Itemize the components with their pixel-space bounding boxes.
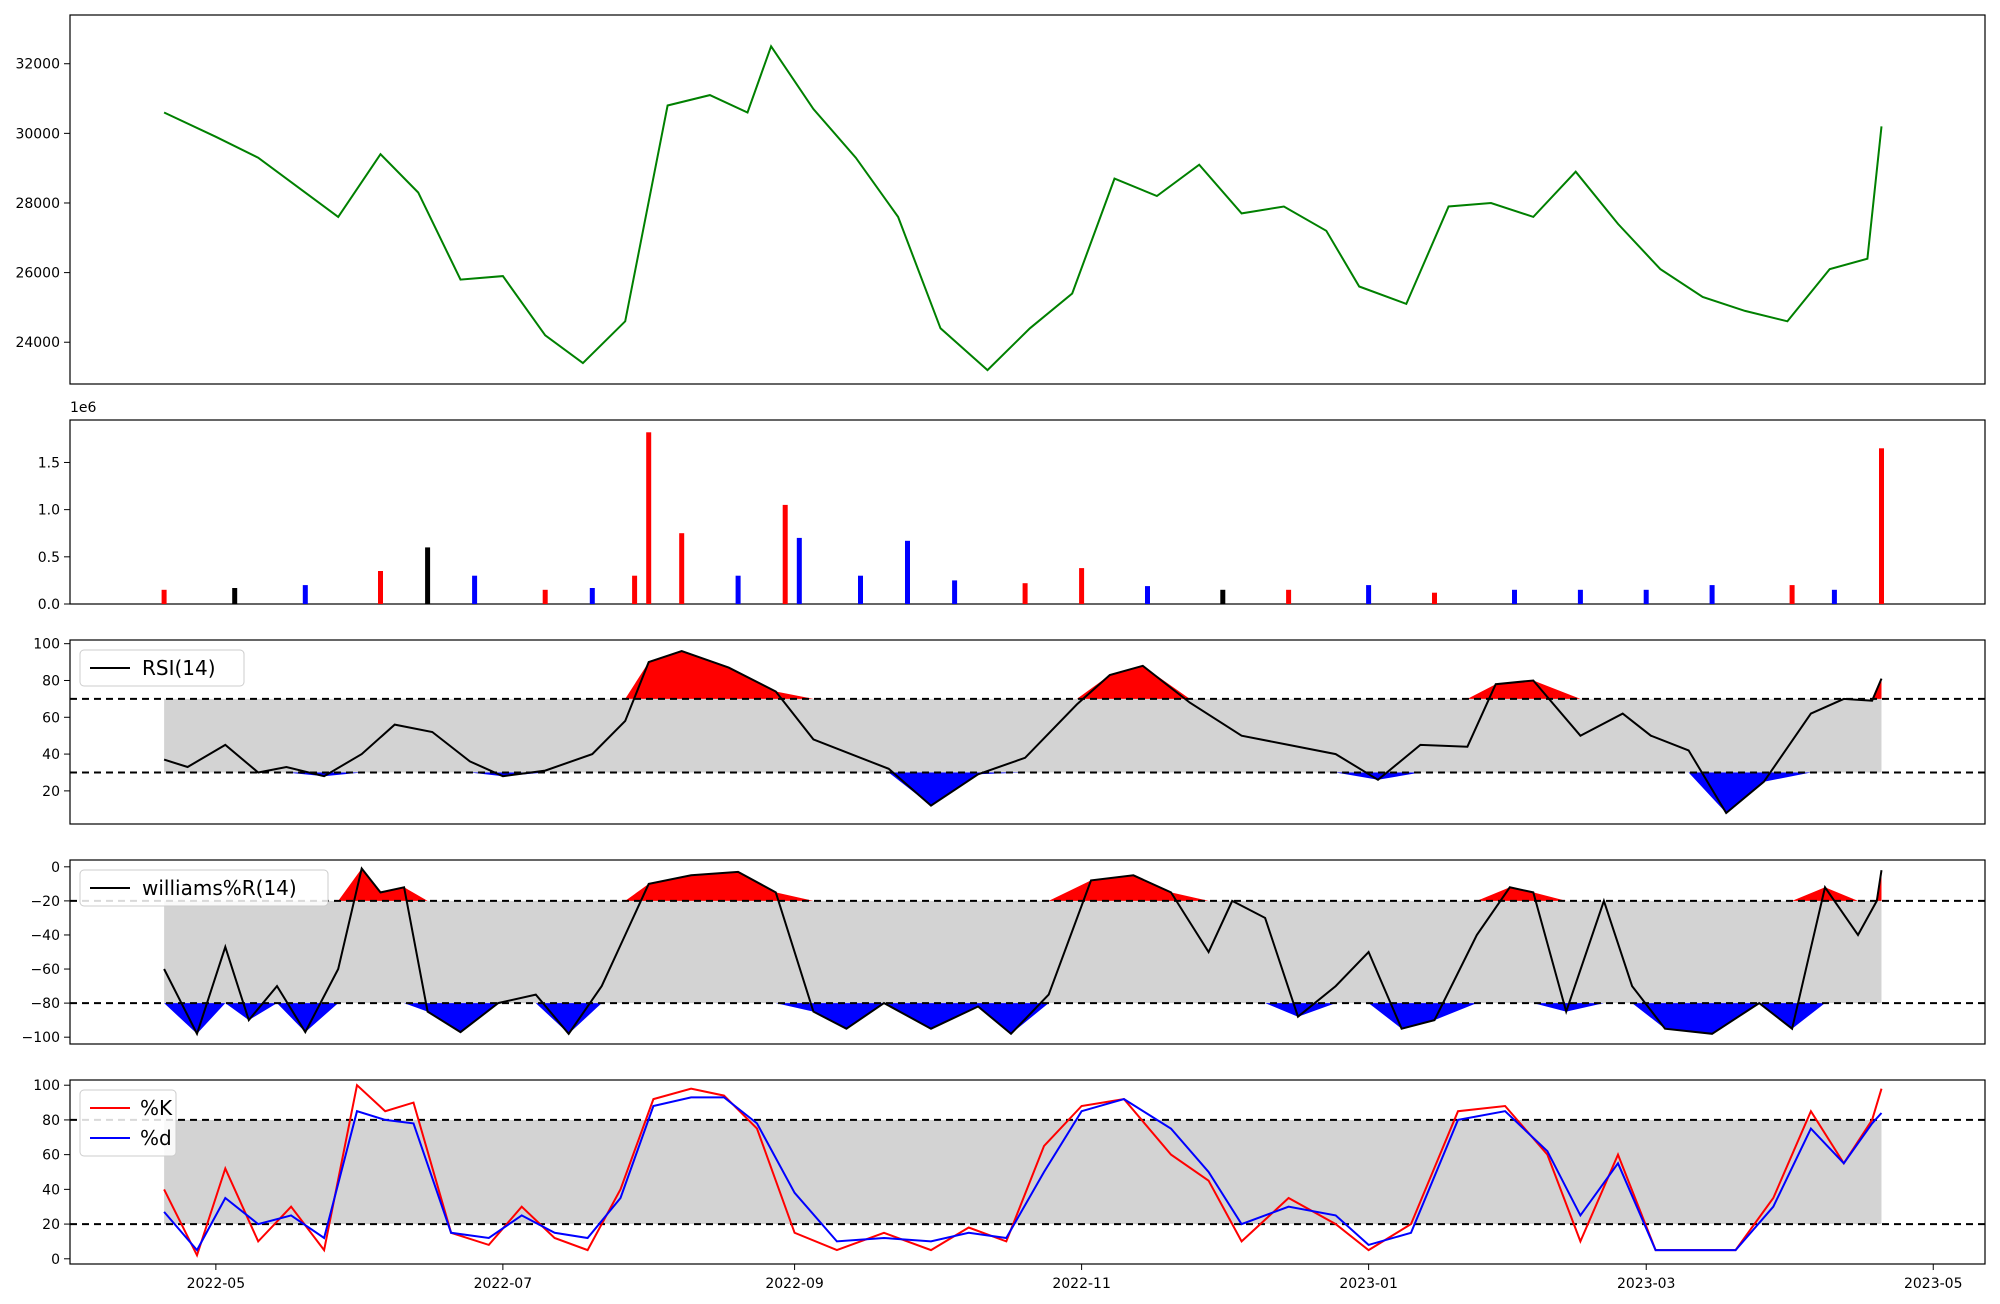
rsi-panel: 20 40 60 80 100 RSI(14) (33, 637, 1986, 825)
y-tick-label: 40 (42, 747, 60, 763)
volume-bar (1022, 583, 1028, 604)
y-tick-label: 80 (42, 673, 60, 689)
x-tick-label: 2022-07 (474, 1276, 533, 1292)
legend-label: williams%R(14) (142, 876, 297, 900)
y-tick-label: 0.0 (38, 597, 60, 613)
plot-frame (69, 639, 1986, 825)
volume-bar (302, 585, 308, 604)
volume-bar (1643, 589, 1649, 604)
y-tick-label: 1.0 (38, 503, 60, 519)
y-tick-label: −40 (30, 928, 60, 944)
y-tick-label: −80 (30, 996, 60, 1012)
stochastic-panel: 0 20 40 60 80 100 %K %d (33, 1078, 1986, 1268)
plot-frame (69, 419, 1986, 605)
legend: williams%R(14) (79, 869, 329, 907)
volume-bar (1079, 568, 1085, 604)
y-tick-label: 30000 (15, 126, 60, 142)
y-tick-label: 80 (42, 1113, 60, 1129)
volume-bar (782, 504, 788, 604)
volume-bar (1366, 585, 1372, 604)
neutral-band (164, 698, 1882, 773)
williams-panel: −100 −80 −60 −40 −20 0 williams%R(14) (22, 859, 1986, 1046)
legend-box (79, 649, 245, 687)
x-tick-label: 2022-09 (765, 1276, 824, 1292)
plot-frame (69, 14, 1986, 385)
volume-bar (952, 580, 958, 604)
volume-bar (1512, 589, 1517, 604)
y-tick-label: 0 (51, 1252, 60, 1268)
volume-bar (1432, 592, 1437, 604)
price-series-line (163, 44, 1883, 372)
x-tick-label: 2022-11 (1052, 1276, 1111, 1292)
legend: RSI(14) (79, 649, 245, 687)
plot-frame (69, 859, 1986, 1045)
volume-bar (378, 571, 383, 604)
volume-bar (1879, 448, 1884, 604)
volume-bar (796, 537, 802, 604)
date-axis: 2022-05 2022-07 2022-09 2022-11 2023-01 2023-… (187, 1264, 1963, 1292)
y-tick-label: 32000 (15, 57, 60, 73)
y-tick-label: 0 (51, 860, 60, 876)
volume-bar (1789, 585, 1795, 604)
williams-series-line (163, 866, 1883, 1037)
volume-bar (472, 575, 478, 604)
neutral-band (164, 900, 1882, 1004)
y-tick-label: 40 (42, 1182, 60, 1198)
y-tick-label: 24000 (15, 335, 60, 351)
volume-bar (1286, 589, 1292, 604)
rsi-series-line (163, 649, 1883, 815)
y-tick-label: 26000 (15, 266, 60, 282)
volume-bar (425, 547, 431, 604)
legend-box (79, 1089, 177, 1157)
volume-bar (589, 588, 595, 604)
volume-bar (858, 575, 863, 604)
volume-bar (1577, 589, 1583, 604)
volume-bar (646, 432, 652, 604)
volume-bar (1709, 585, 1715, 604)
y-tick-label: 20 (42, 1217, 60, 1233)
volume-bar (905, 540, 910, 604)
volume-panel: 0.0 0.5 1.0 1.5 1e6 (38, 400, 1986, 613)
y-tick-label: 60 (42, 1148, 60, 1164)
volume-bar (735, 575, 741, 604)
oversold-fill (164, 1003, 1882, 1034)
x-tick-label: 2023-05 (1904, 1276, 1963, 1292)
volume-bar (1145, 586, 1150, 604)
volume-bar (679, 533, 685, 604)
y-offset-label: 1e6 (70, 400, 97, 416)
volume-bar (232, 588, 238, 604)
y-tick-label: 28000 (15, 196, 60, 212)
y-tick-label: 0.5 (38, 550, 60, 566)
y-tick-label: 100 (33, 1078, 60, 1094)
x-tick-label: 2023-01 (1339, 1276, 1398, 1292)
y-tick-label: 20 (42, 784, 60, 800)
volume-bar (1220, 589, 1226, 604)
y-tick-label: −100 (22, 1030, 60, 1046)
volume-bar (542, 589, 548, 604)
plot-frame (69, 1079, 1986, 1265)
legend-label: %K (140, 1096, 173, 1120)
price-panel: 24000 26000 28000 30000 32000 (15, 14, 1986, 385)
y-tick-label: 100 (33, 637, 60, 653)
legend: %K %d (79, 1089, 177, 1157)
y-tick-label: 1.5 (38, 455, 60, 471)
volume-bar (161, 589, 167, 604)
y-tick-label: −60 (30, 962, 60, 978)
legend-label: %d (140, 1126, 172, 1150)
volume-bar (1831, 589, 1837, 604)
volume-bar (632, 575, 638, 604)
d-series-line (163, 1096, 1883, 1252)
overbought-fill (164, 868, 1882, 901)
overbought-fill (164, 651, 1882, 699)
y-tick-label: 60 (42, 710, 60, 726)
oversold-fill (164, 772, 1882, 813)
y-tick-label: −20 (30, 894, 60, 910)
legend-box (79, 869, 329, 907)
x-tick-label: 2023-03 (1617, 1276, 1676, 1292)
x-tick-label: 2022-05 (187, 1276, 246, 1292)
legend-label: RSI(14) (142, 656, 216, 680)
